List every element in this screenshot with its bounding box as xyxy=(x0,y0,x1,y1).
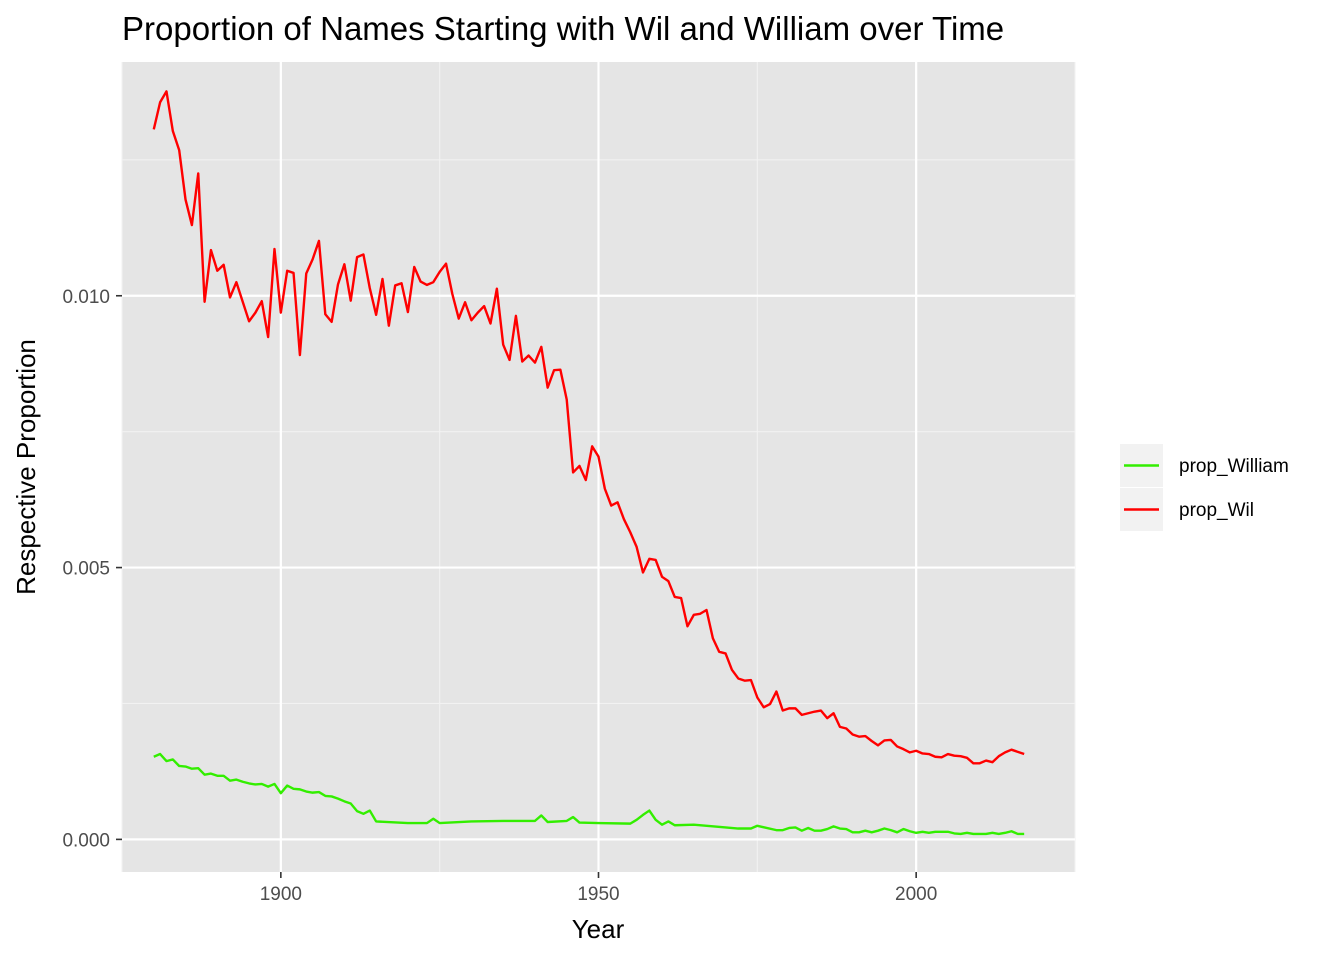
y-tick-label: 0.010 xyxy=(62,287,110,308)
y-axis-title: Respective Proportion xyxy=(11,339,41,595)
x-axis: 1900 1950 2000 xyxy=(260,872,937,905)
legend-label-prop_Wil: prop_Wil xyxy=(1179,500,1254,521)
x-axis-title: Year xyxy=(572,914,625,944)
x-tick-label: 1950 xyxy=(577,884,619,905)
x-tick-label: 2000 xyxy=(895,884,937,905)
series-line-prop_William xyxy=(153,752,1025,836)
series-lines xyxy=(152,90,1025,836)
legend-label-prop_William: prop_William xyxy=(1179,456,1289,477)
chart-title: Proportion of Names Starting with Wil an… xyxy=(122,10,1004,47)
series-line-prop_Wil xyxy=(152,90,1025,765)
major-gridlines xyxy=(122,62,1075,872)
x-tick-label: 1900 xyxy=(260,884,302,905)
y-tick-label: 0.005 xyxy=(62,559,110,580)
y-axis: 0.000 0.005 0.010 xyxy=(62,287,122,851)
y-tick-label: 0.000 xyxy=(62,830,110,851)
legend: prop_William prop_Wil xyxy=(1120,444,1289,531)
